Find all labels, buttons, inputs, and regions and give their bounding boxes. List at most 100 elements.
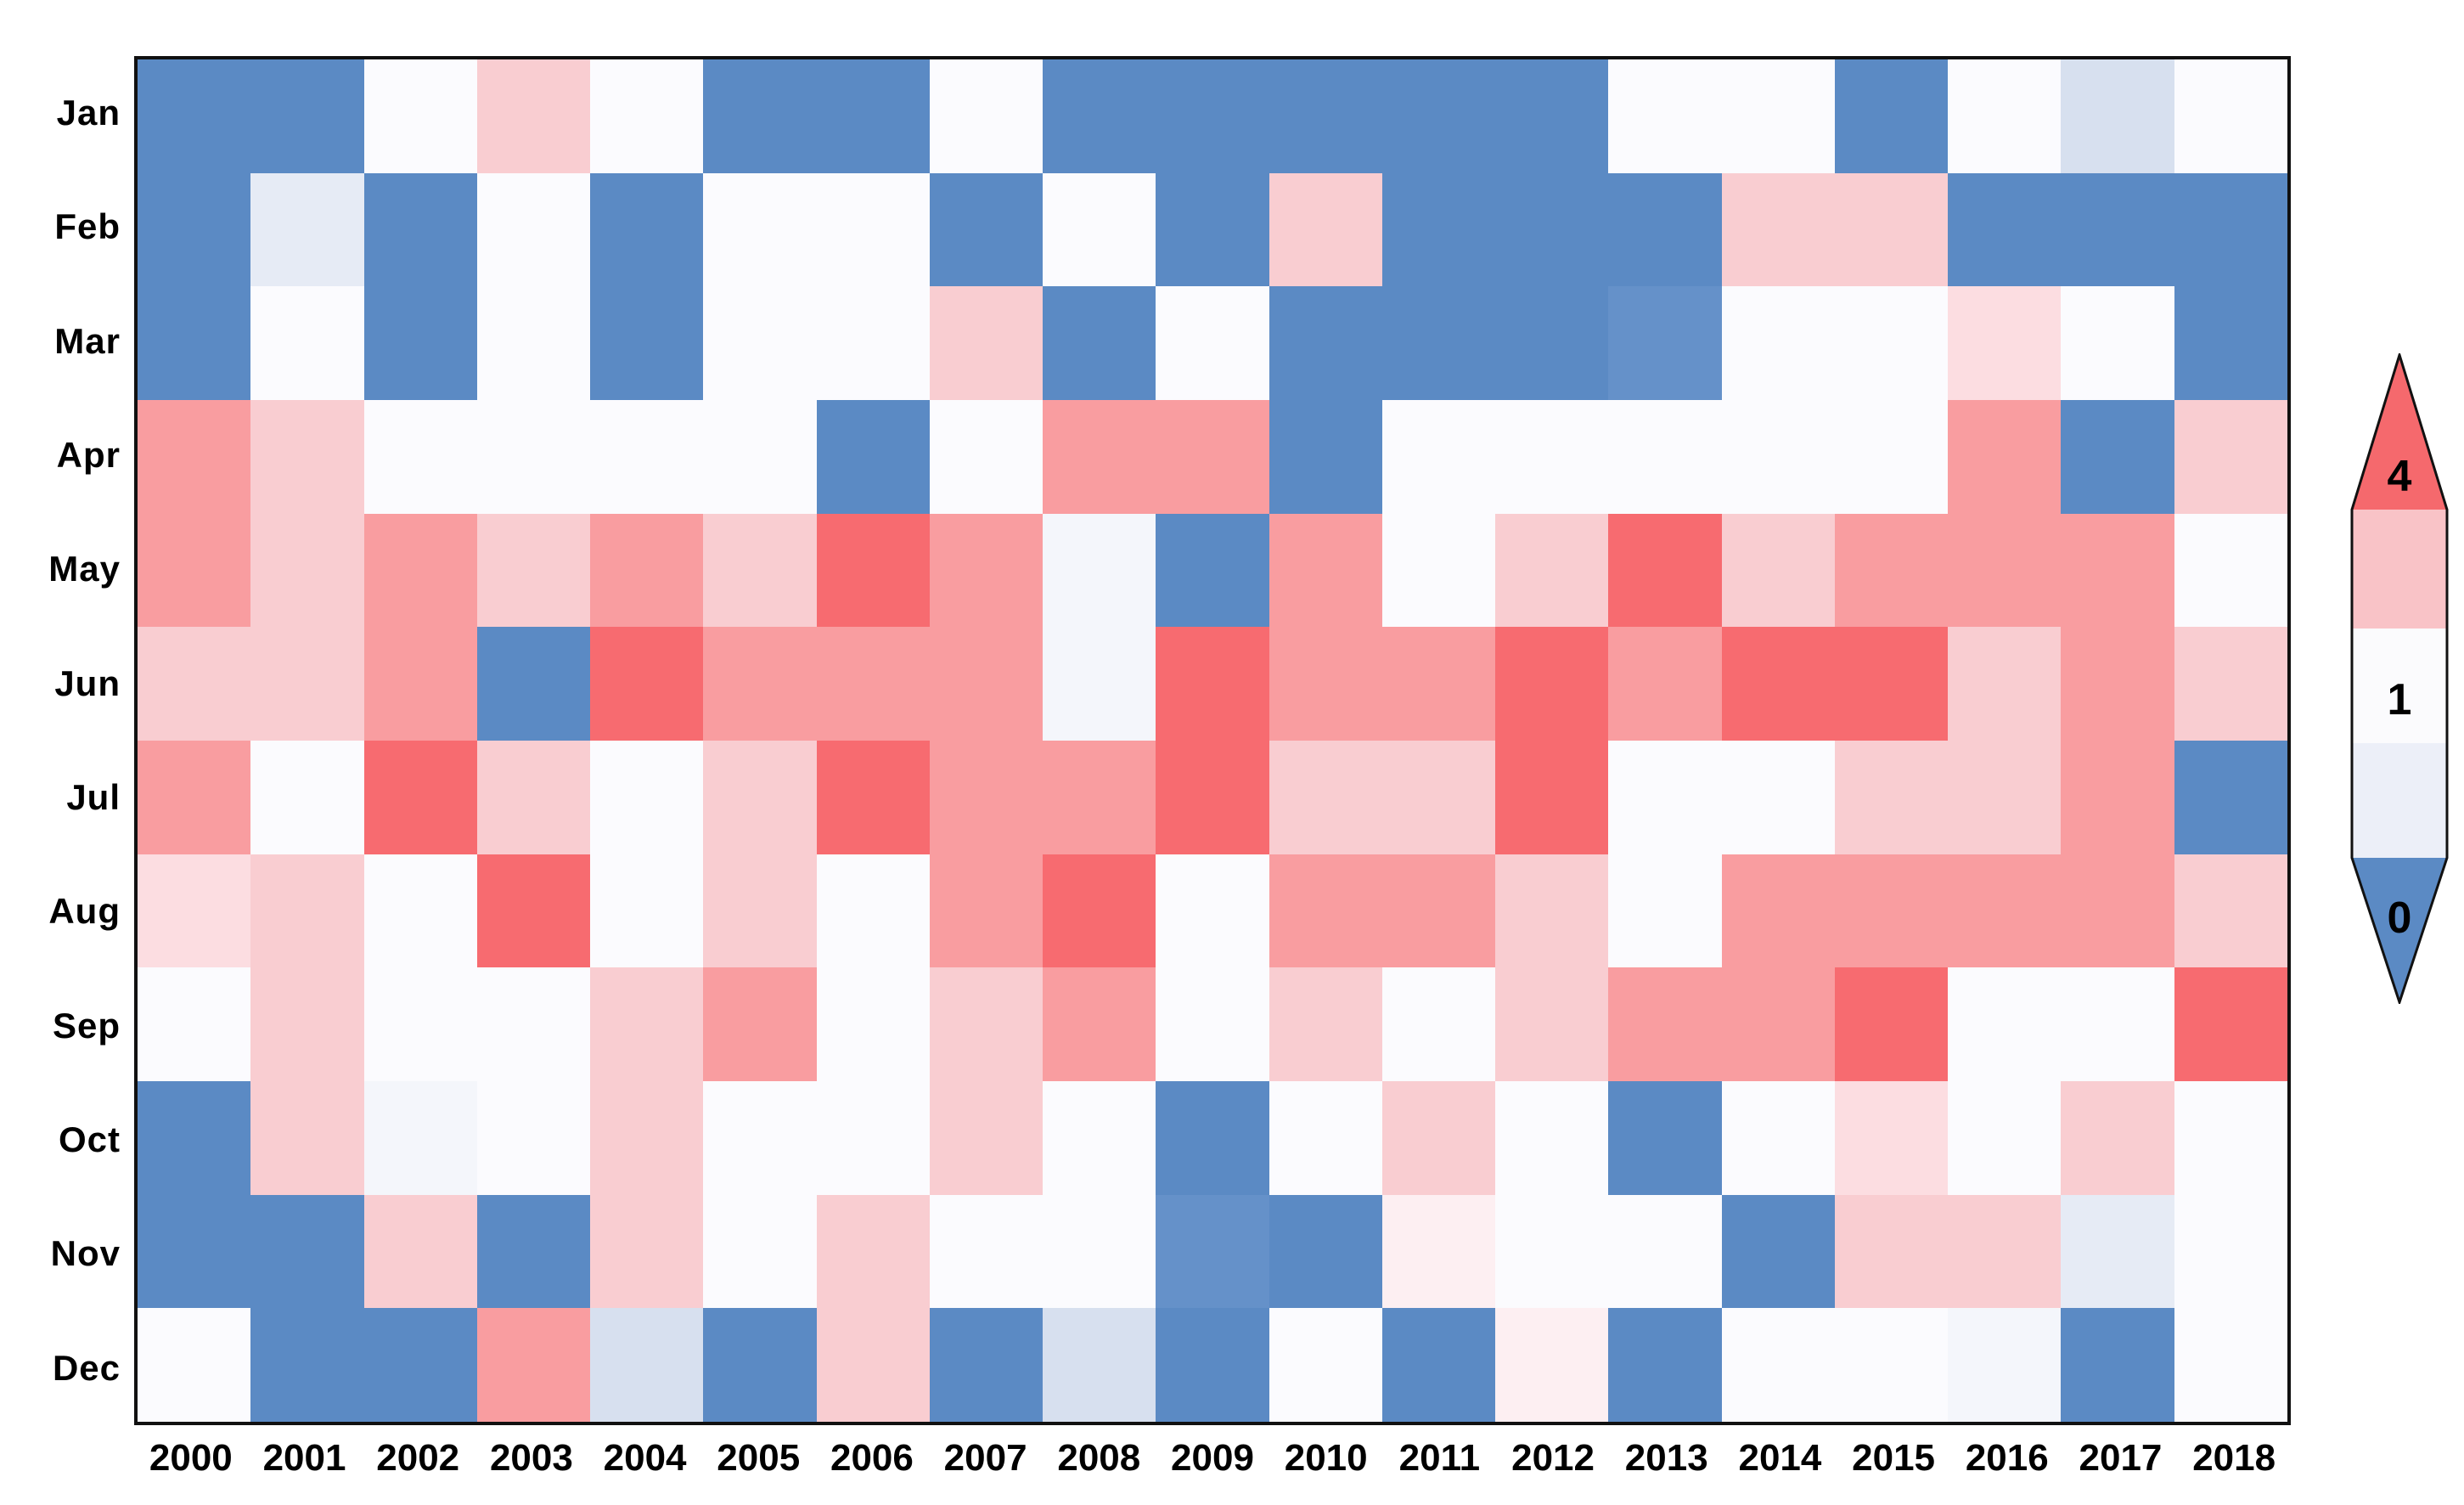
heatmap-cell bbox=[929, 1081, 1044, 1195]
heatmap-cell bbox=[2061, 400, 2174, 514]
heatmap-cell bbox=[363, 1194, 477, 1309]
legend-outline bbox=[2350, 353, 2449, 1004]
heatmap-cell bbox=[1608, 400, 1722, 514]
heatmap-cell bbox=[1495, 286, 1609, 400]
heatmap-cell bbox=[250, 627, 364, 741]
heatmap-cell bbox=[363, 627, 477, 741]
x-axis-label: 2002 bbox=[376, 1437, 460, 1479]
heatmap-cell bbox=[816, 172, 930, 287]
heatmap-cell bbox=[1608, 286, 1722, 400]
x-axis-label: 2012 bbox=[1511, 1437, 1595, 1479]
heatmap-cell bbox=[250, 967, 364, 1081]
heatmap-cell bbox=[2174, 854, 2287, 968]
heatmap-cell bbox=[476, 286, 591, 400]
legend-label-max: 4 bbox=[2388, 452, 2412, 501]
x-axis-label: 2005 bbox=[717, 1437, 801, 1479]
heatmap-cell bbox=[590, 854, 704, 968]
heatmap-cell bbox=[1495, 59, 1609, 173]
heatmap-cell bbox=[1381, 627, 1496, 741]
heatmap-cell bbox=[1043, 854, 1156, 968]
heatmap-cell bbox=[2061, 172, 2174, 287]
heatmap-cell bbox=[138, 286, 251, 400]
heatmap-cell bbox=[1721, 1308, 1835, 1422]
heatmap-cell bbox=[1156, 1308, 1269, 1422]
heatmap-cell bbox=[1495, 172, 1609, 287]
heatmap-cell bbox=[816, 513, 930, 628]
heatmap-grid bbox=[138, 59, 2287, 1422]
x-axis-label: 2007 bbox=[943, 1437, 1027, 1479]
heatmap-cell bbox=[250, 513, 364, 628]
x-axis-label: 2000 bbox=[149, 1437, 233, 1479]
heatmap-cell bbox=[703, 741, 817, 854]
heatmap-cell bbox=[1834, 854, 1949, 968]
heatmap-cell bbox=[1156, 741, 1269, 854]
heatmap-cell bbox=[476, 627, 591, 741]
heatmap-cell bbox=[816, 400, 930, 514]
heatmap-cell bbox=[2174, 1194, 2287, 1309]
heatmap-cell bbox=[929, 741, 1044, 854]
x-axis-label: 2001 bbox=[262, 1437, 346, 1479]
heatmap-cell bbox=[703, 854, 817, 968]
heatmap-cell bbox=[1043, 172, 1156, 287]
x-axis-label: 2013 bbox=[1624, 1437, 1708, 1479]
heatmap-cell bbox=[1721, 400, 1835, 514]
heatmap-cell bbox=[250, 172, 364, 287]
y-axis-label: Aug bbox=[48, 891, 121, 932]
heatmap-cell bbox=[1495, 1081, 1609, 1195]
heatmap-cell bbox=[1043, 286, 1156, 400]
heatmap-cell bbox=[703, 1081, 817, 1195]
heatmap-cell bbox=[1269, 59, 1382, 173]
heatmap-cell bbox=[363, 400, 477, 514]
heatmap-cell bbox=[363, 513, 477, 628]
x-axis: 2000 2001 2002 2003 2004 2005 2006 2007 2008 2009… bbox=[134, 1437, 2291, 1488]
x-axis-label: 2009 bbox=[1171, 1437, 1254, 1479]
heatmap-cell bbox=[1156, 286, 1269, 400]
heatmap-cell bbox=[1495, 1194, 1609, 1309]
heatmap-cell bbox=[929, 1194, 1044, 1309]
heatmap-cell bbox=[1381, 1194, 1496, 1309]
heatmap-cell bbox=[816, 854, 930, 968]
heatmap-cell bbox=[1381, 1081, 1496, 1195]
heatmap-cell bbox=[363, 286, 477, 400]
heatmap-cell bbox=[250, 59, 364, 173]
legend-segment-blue-band bbox=[2352, 743, 2447, 858]
heatmap-cell bbox=[1834, 1308, 1949, 1422]
heatmap-cell bbox=[703, 286, 817, 400]
heatmap-cell bbox=[2061, 741, 2174, 854]
heatmap-cell bbox=[1948, 1308, 2062, 1422]
heatmap-cell bbox=[1269, 172, 1382, 287]
heatmap-cell bbox=[138, 172, 251, 287]
heatmap-cell bbox=[2061, 854, 2174, 968]
heatmap-cell bbox=[1834, 741, 1949, 854]
heatmap-cell bbox=[250, 286, 364, 400]
heatmap-cell bbox=[703, 172, 817, 287]
heatmap-cell bbox=[476, 1194, 591, 1309]
legend-segment-white-band bbox=[2352, 628, 2447, 743]
heatmap-cell bbox=[363, 172, 477, 287]
heatmap-cell bbox=[363, 59, 477, 173]
heatmap-plot-area bbox=[134, 56, 2291, 1425]
heatmap-cell bbox=[2174, 59, 2287, 173]
y-axis-label: Mar bbox=[54, 320, 121, 361]
heatmap-cell bbox=[929, 400, 1044, 514]
heatmap-cell bbox=[1381, 513, 1496, 628]
heatmap-cell bbox=[1948, 854, 2062, 968]
y-axis-label: Apr bbox=[56, 435, 121, 476]
heatmap-cell bbox=[1608, 172, 1722, 287]
legend-colorbar-shape bbox=[2350, 353, 2449, 1004]
heatmap-cell bbox=[138, 741, 251, 854]
heatmap-cell bbox=[1156, 1194, 1269, 1309]
heatmap-cell bbox=[590, 513, 704, 628]
heatmap-cell bbox=[1269, 1081, 1382, 1195]
heatmap-cell bbox=[2174, 741, 2287, 854]
heatmap-cell bbox=[2061, 1308, 2174, 1422]
heatmap-cell bbox=[1156, 172, 1269, 287]
heatmap-cell bbox=[816, 1194, 930, 1309]
heatmap-cell bbox=[2174, 286, 2287, 400]
heatmap-cell bbox=[816, 741, 930, 854]
heatmap-cell bbox=[816, 1081, 930, 1195]
heatmap-cell bbox=[2061, 59, 2174, 173]
heatmap-cell bbox=[590, 1308, 704, 1422]
heatmap-cell bbox=[2174, 513, 2287, 628]
heatmap-cell bbox=[703, 1308, 817, 1422]
